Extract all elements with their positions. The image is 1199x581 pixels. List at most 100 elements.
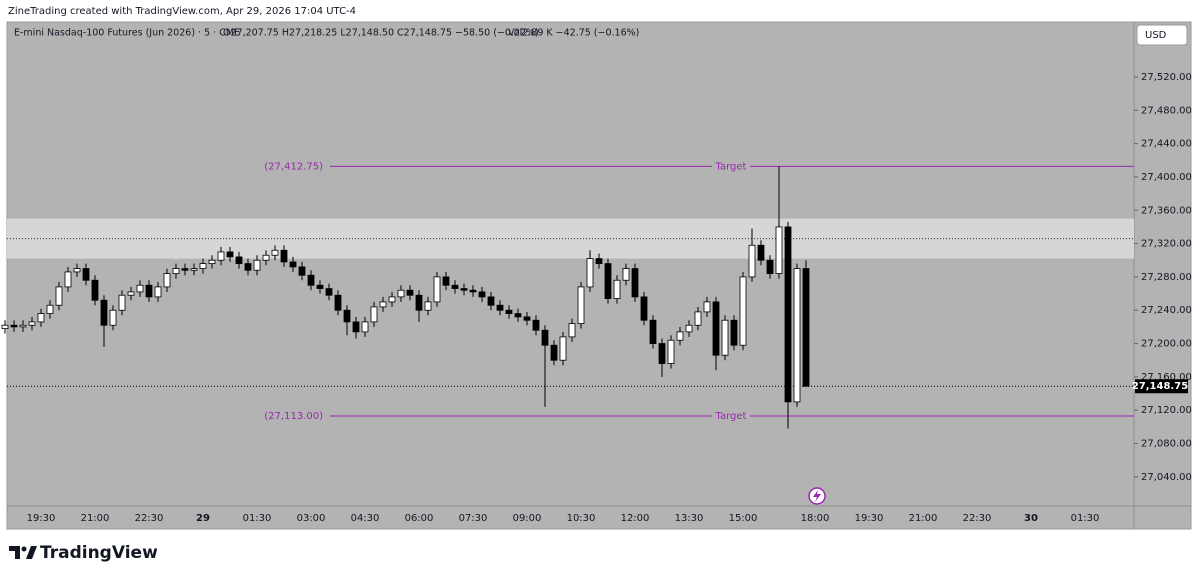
- candle-body: [199, 263, 207, 269]
- candle-body: [379, 301, 387, 308]
- candle-body: [226, 251, 234, 258]
- y-tick-label: 27,080.00: [1141, 439, 1192, 450]
- candle-body: [658, 343, 666, 364]
- candle-body: [640, 296, 648, 321]
- candle-body: [10, 324, 18, 328]
- logo-mark: [26, 546, 37, 559]
- candle-body: [28, 321, 36, 326]
- candle-body: [595, 258, 603, 264]
- candle-body: [334, 294, 342, 311]
- candle-body: [298, 266, 306, 276]
- chart-frame: [6, 21, 1192, 530]
- y-tick-label: 27,400.00: [1141, 172, 1192, 183]
- candle-body: [208, 259, 216, 264]
- candle-body: [190, 268, 198, 271]
- last-price-box: [1135, 379, 1188, 394]
- ohlc-legend: O27,207.75 H27,218.25 L27,148.50 C27,148…: [223, 28, 539, 39]
- candle-body: [550, 344, 558, 361]
- candle-body: [37, 313, 45, 323]
- candle-body: [703, 301, 711, 313]
- target-name: Target: [715, 161, 747, 172]
- x-tick-label: 22:30: [135, 513, 164, 524]
- y-tick-label: 27,200.00: [1141, 339, 1192, 350]
- candle-body: [370, 306, 378, 323]
- candle-body: [172, 268, 180, 274]
- candle-body: [127, 291, 135, 296]
- symbol: E-mini Nasdaq-100 Futures (Jun 2026) · 5…: [14, 28, 240, 39]
- last-price-label: 27,148.75: [1132, 381, 1188, 392]
- candle-body: [721, 319, 729, 356]
- candle-body: [622, 268, 630, 281]
- candle-body: [793, 268, 801, 403]
- candle-body: [100, 299, 108, 326]
- candle-body: [469, 289, 477, 293]
- candle-body: [424, 301, 432, 311]
- candle-body: [73, 268, 81, 273]
- candle-body: [748, 244, 756, 278]
- x-tick-label: 21:00: [81, 513, 110, 524]
- currency[interactable]: USD: [1145, 30, 1167, 41]
- candle-body: [397, 289, 405, 298]
- y-tick-label: 27,360.00: [1141, 205, 1192, 216]
- candle-body: [784, 226, 792, 403]
- event-icon-bolt: [813, 490, 821, 502]
- candle-body: [181, 268, 189, 271]
- candle-body: [802, 268, 810, 387]
- candle-body: [631, 268, 639, 298]
- candle-body: [559, 336, 567, 361]
- candle-body: [460, 288, 468, 291]
- y-tick-label: 27,320.00: [1141, 239, 1192, 250]
- candle-body: [82, 268, 90, 281]
- y-tick-label: 27,280.00: [1141, 272, 1192, 283]
- candle-body: [712, 301, 720, 356]
- y-tick-label: 27,120.00: [1141, 405, 1192, 416]
- candle-body: [280, 249, 288, 263]
- candle-body: [739, 276, 747, 346]
- candle-body: [289, 261, 297, 268]
- header: ZineTrading created with TradingView.com…: [8, 6, 356, 17]
- x-tick-label: 19:30: [855, 513, 884, 524]
- candle-body: [685, 324, 693, 333]
- candle-body: [613, 279, 621, 299]
- volume-legend: Vol2.89 K −42.75 (−0.16%): [508, 28, 639, 39]
- candle-body: [343, 309, 351, 323]
- x-tick-label: 30: [1024, 513, 1038, 524]
- x-tick-label: 19:30: [27, 513, 56, 524]
- candle-body: [55, 286, 63, 306]
- candle-body: [64, 271, 72, 288]
- candle-body: [136, 284, 144, 293]
- y-tick-label: 27,160.00: [1141, 372, 1192, 383]
- candle-body: [217, 251, 225, 261]
- candle-body: [271, 249, 279, 256]
- candle-body: [361, 321, 369, 333]
- x-tick-label: 12:00: [621, 513, 650, 524]
- target-name: Target: [715, 411, 747, 422]
- x-tick-label: 06:00: [405, 513, 434, 524]
- candle-body: [487, 296, 495, 306]
- y-tick-label: 27,440.00: [1141, 139, 1192, 150]
- candle-body: [478, 291, 486, 298]
- target-price: (27,113.00): [264, 411, 323, 422]
- y-tick-label: 27,480.00: [1141, 105, 1192, 116]
- candle-body: [253, 259, 261, 271]
- candle-body: [757, 244, 765, 261]
- y-tick-label: 27,240.00: [1141, 305, 1192, 316]
- x-tick-label: 22:30: [963, 513, 992, 524]
- logo-mark: [9, 546, 20, 559]
- x-tick-label: 10:30: [567, 513, 596, 524]
- candle-body: [532, 319, 540, 331]
- candle-body: [118, 294, 126, 311]
- x-tick-label: 18:00: [801, 513, 830, 524]
- candle-body: [514, 313, 522, 318]
- candle-body: [46, 304, 54, 314]
- logo-dot: [21, 546, 27, 552]
- candle-body: [388, 296, 396, 303]
- currency-button[interactable]: [1136, 24, 1188, 46]
- candle-body: [442, 276, 450, 286]
- plot: (27,412.75) Target (27,113.00) Target: [1, 76, 1138, 478]
- candle-body: [91, 279, 99, 301]
- candle-body: [766, 259, 774, 274]
- candle-body: [1, 324, 9, 329]
- y-tick-label: 27,520.00: [1141, 72, 1192, 83]
